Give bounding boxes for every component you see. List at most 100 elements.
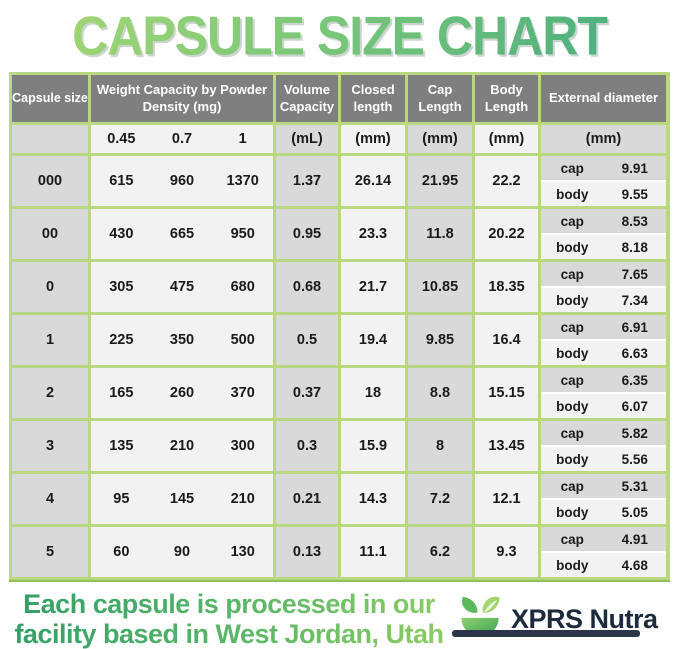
body-length-cell: 18.35: [475, 262, 538, 312]
external-cap-row: cap 5.31: [541, 474, 666, 498]
closed-length-cell: 11.1: [341, 527, 405, 577]
body-label: body: [556, 557, 589, 573]
cap-label: cap: [560, 478, 584, 494]
brand-logo: XPRS Nutra: [454, 591, 658, 648]
cap-length-cell: 6.2: [408, 527, 472, 577]
header-capsule-size: Capsule size: [12, 75, 88, 122]
external-cap-row: cap 8.53: [541, 209, 666, 233]
weight-cell: 430 665 950: [91, 209, 273, 259]
weight-045: 615: [109, 173, 134, 189]
table-units-row: 0.45 0.7 1 (mL) (mm) (mm) (mm) (mm): [12, 125, 667, 153]
weight-cell: 135 210 300: [91, 421, 273, 471]
closed-length-cell: 14.3: [341, 474, 405, 524]
body-diameter: 4.68: [621, 557, 648, 573]
units-closed: (mm): [341, 125, 405, 153]
capsule-size-cell: 1: [12, 315, 88, 365]
body-diameter: 6.07: [621, 398, 648, 414]
volume-cell: 0.13: [276, 527, 338, 577]
closed-length-cell: 18: [341, 368, 405, 418]
external-diameter-cell: cap 4.91 body 4.68: [541, 527, 666, 577]
closed-length-cell: 26.14: [341, 156, 405, 206]
body-label: body: [556, 292, 589, 308]
page-title: CAPSULE SIZE CHART: [6, 4, 673, 68]
footer-note: Each capsule is processed in our facilit…: [8, 589, 450, 649]
weight-1: 130: [230, 544, 255, 560]
cap-length-cell: 21.95: [408, 156, 472, 206]
weight-cell: 95 145 210: [91, 474, 273, 524]
external-diameter-cell: cap 9.91 body 9.55: [541, 156, 666, 206]
external-body-row: body 9.55: [541, 182, 666, 206]
external-body-row: body 5.05: [541, 500, 666, 524]
external-body-row: body 5.56: [541, 447, 666, 471]
cap-length-cell: 10.85: [408, 262, 472, 312]
table-row: 5 60 90 130 0.13 11.1 6.2 9.3 cap 4.91 b…: [12, 527, 667, 577]
external-diameter-cell: cap 8.53 body 8.18: [541, 209, 666, 259]
capsule-size-cell: 4: [12, 474, 88, 524]
header-cap-length: Cap Length: [408, 75, 472, 122]
weight-045: 135: [109, 438, 134, 454]
external-diameter-cell: cap 6.35 body 6.07: [541, 368, 666, 418]
body-label: body: [556, 451, 589, 467]
weight-045: 95: [113, 491, 130, 507]
volume-cell: 0.21: [276, 474, 338, 524]
weight-cell: 225 350 500: [91, 315, 273, 365]
cap-length-cell: 8.8: [408, 368, 472, 418]
units-densities: 0.45 0.7 1: [91, 125, 273, 153]
weight-1: 210: [230, 491, 255, 507]
weight-cell: 165 260 370: [91, 368, 273, 418]
header-weight-capacity: Weight Capacity by Powder Density (mg): [91, 75, 273, 122]
weight-07: 145: [169, 491, 195, 507]
external-cap-row: cap 5.82: [541, 421, 666, 445]
weight-045: 165: [109, 385, 134, 401]
weight-1: 950: [230, 226, 255, 242]
weight-1: 370: [230, 385, 255, 401]
cap-label: cap: [560, 213, 584, 229]
external-cap-row: cap 7.65: [541, 262, 666, 286]
header-external-diameter: External diameter: [541, 75, 666, 122]
body-length-cell: 12.1: [475, 474, 538, 524]
body-length-cell: 13.45: [475, 421, 538, 471]
density-045: 0.45: [107, 131, 136, 147]
units-cap: (mm): [408, 125, 472, 153]
cap-length-cell: 11.8: [408, 209, 472, 259]
cap-diameter: 6.91: [621, 319, 648, 335]
table-row: 1 225 350 500 0.5 19.4 9.85 16.4 cap 6.9…: [12, 315, 667, 365]
cap-length-cell: 7.2: [408, 474, 472, 524]
body-length-cell: 22.2: [475, 156, 538, 206]
cap-diameter: 9.91: [621, 160, 648, 176]
weight-07: 260: [169, 385, 195, 401]
external-body-row: body 6.07: [541, 394, 666, 418]
external-diameter-cell: cap 5.31 body 5.05: [541, 474, 666, 524]
capsule-size-cell: 2: [12, 368, 88, 418]
weight-cell: 60 90 130: [91, 527, 273, 577]
units-capsule-size: [12, 125, 88, 153]
body-length-cell: 16.4: [475, 315, 538, 365]
table-row: 4 95 145 210 0.21 14.3 7.2 12.1 cap 5.31…: [12, 474, 667, 524]
cap-diameter: 7.65: [621, 266, 648, 282]
weight-1: 1370: [226, 173, 259, 189]
units-body: (mm): [475, 125, 538, 153]
weight-cell: 615 960 1370: [91, 156, 273, 206]
cap-length-cell: 9.85: [408, 315, 472, 365]
header-closed-length: Closed length: [341, 75, 405, 122]
closed-length-cell: 15.9: [341, 421, 405, 471]
weight-07: 665: [169, 226, 195, 242]
density-1: 1: [238, 131, 247, 147]
cap-label: cap: [560, 266, 584, 282]
capsule-size-cell: 5: [12, 527, 88, 577]
footer: Each capsule is processed in our facilit…: [6, 589, 673, 649]
body-diameter: 7.34: [621, 292, 648, 308]
weight-045: 225: [109, 332, 134, 348]
capsule-size-cell: 3: [12, 421, 88, 471]
header-volume-capacity: Volume Capacity: [276, 75, 338, 122]
body-label: body: [556, 504, 589, 520]
table-row: 2 165 260 370 0.37 18 8.8 15.15 cap 6.35…: [12, 368, 667, 418]
body-diameter: 6.63: [621, 345, 648, 361]
weight-045: 430: [109, 226, 134, 242]
table-row: 00 430 665 950 0.95 23.3 11.8 20.22 cap …: [12, 209, 667, 259]
volume-cell: 0.3: [276, 421, 338, 471]
weight-cell: 305 475 680: [91, 262, 273, 312]
volume-cell: 0.5: [276, 315, 338, 365]
volume-cell: 0.95: [276, 209, 338, 259]
